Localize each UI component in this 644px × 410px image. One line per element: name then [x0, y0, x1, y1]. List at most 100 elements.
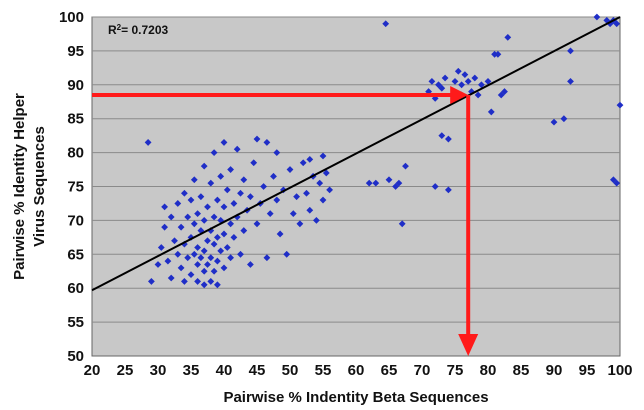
data-point	[431, 183, 439, 190]
data-point	[210, 267, 218, 275]
data-point	[200, 217, 208, 224]
data-point	[214, 281, 221, 289]
data-point	[227, 220, 234, 228]
data-point	[395, 179, 403, 187]
data-point	[230, 233, 238, 241]
y-tick-label: 60	[67, 280, 84, 297]
data-point	[190, 220, 198, 228]
x-tick-label: 20	[84, 362, 101, 379]
data-points	[144, 13, 624, 289]
data-point	[263, 254, 271, 262]
data-point	[616, 101, 624, 109]
data-point	[157, 244, 165, 251]
data-point	[263, 139, 271, 146]
data-point	[187, 196, 195, 204]
data-point	[194, 244, 201, 251]
data-point	[319, 152, 327, 160]
data-point	[270, 172, 277, 180]
data-point	[613, 179, 621, 187]
data-point	[385, 176, 393, 184]
data-point	[253, 220, 261, 228]
data-point	[326, 186, 333, 194]
data-point	[174, 250, 182, 258]
data-point	[240, 176, 248, 184]
data-point	[148, 278, 155, 285]
data-point	[144, 139, 152, 146]
y-tick-label: 70	[67, 212, 84, 229]
data-point	[240, 227, 248, 234]
data-point	[210, 240, 218, 248]
x-tick-label: 80	[480, 362, 497, 379]
data-point	[451, 78, 459, 85]
data-point	[207, 227, 215, 234]
data-point	[194, 278, 201, 285]
data-point	[214, 233, 221, 241]
data-point	[184, 254, 192, 262]
data-point	[200, 267, 208, 275]
data-point	[461, 71, 469, 79]
data-point	[253, 135, 261, 143]
data-point	[398, 220, 406, 228]
data-point	[200, 162, 208, 170]
data-point	[567, 78, 574, 85]
data-point	[227, 166, 234, 173]
data-point	[501, 88, 508, 95]
data-point	[190, 250, 198, 258]
data-point	[471, 74, 479, 82]
x-tick-label: 55	[315, 362, 332, 379]
data-point	[161, 223, 168, 231]
x-tick-label: 25	[117, 362, 134, 379]
data-point	[217, 172, 225, 180]
y-tick-label: 85	[67, 111, 84, 128]
horizontal-arrow-head	[450, 85, 469, 104]
data-point	[474, 91, 482, 99]
data-point	[204, 261, 211, 268]
tick-labels: 50 55 60 65 70 75 80 85 90 95 100 20 25 30 35 40 45 50 55 6…	[59, 9, 633, 379]
reference-arrows	[92, 85, 479, 356]
x-tick-label: 30	[150, 362, 167, 379]
data-point	[207, 278, 215, 285]
data-point	[435, 81, 442, 89]
data-point	[454, 67, 462, 75]
data-point	[227, 254, 234, 262]
data-point	[174, 200, 182, 207]
x-tick-label: 95	[579, 362, 596, 379]
y-tick-label: 80	[67, 145, 84, 162]
data-point	[181, 240, 188, 248]
y-axis-title-line1: Pairwise % Identity Helper	[11, 93, 28, 280]
data-point	[260, 183, 267, 190]
data-point	[494, 50, 502, 58]
data-point	[194, 261, 201, 268]
x-axis-title: Pairwise % Indentity Beta Sequences	[223, 389, 488, 406]
data-point	[223, 186, 231, 194]
data-point	[487, 108, 495, 116]
data-point	[210, 213, 218, 221]
data-point	[286, 166, 294, 173]
data-point	[214, 257, 221, 265]
data-point	[250, 159, 258, 167]
data-point	[237, 250, 244, 258]
data-point	[210, 149, 218, 156]
x-tick-label: 35	[183, 362, 200, 379]
data-point	[190, 176, 198, 184]
data-point	[247, 193, 254, 201]
data-point	[567, 47, 574, 55]
data-point	[197, 254, 205, 262]
data-point	[372, 179, 380, 187]
data-point	[167, 274, 175, 282]
data-point	[365, 179, 373, 187]
data-point	[458, 81, 465, 89]
data-point	[177, 223, 185, 231]
y-tick-label: 65	[67, 246, 84, 263]
data-point	[181, 189, 188, 197]
data-point	[161, 203, 168, 211]
data-point	[167, 213, 175, 221]
data-point	[319, 196, 327, 204]
data-point	[428, 78, 436, 85]
y-tick-label: 90	[67, 77, 84, 94]
data-point	[220, 264, 228, 272]
data-point	[171, 237, 178, 245]
data-point	[273, 196, 281, 204]
data-point	[299, 159, 307, 167]
